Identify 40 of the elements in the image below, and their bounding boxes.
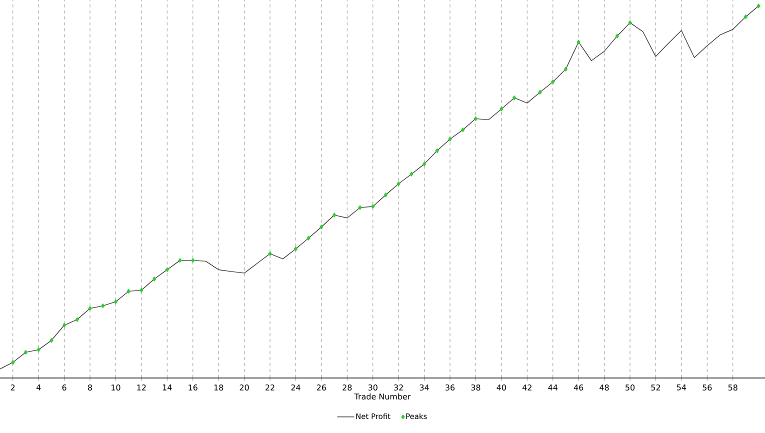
point [538, 90, 542, 95]
point [191, 258, 195, 263]
point [75, 317, 80, 322]
point [320, 224, 324, 230]
point [11, 360, 15, 365]
point [500, 106, 504, 112]
point [101, 303, 105, 308]
point [435, 148, 440, 154]
point [512, 95, 516, 100]
point [165, 267, 169, 272]
point [551, 79, 555, 84]
point [332, 212, 336, 218]
point [564, 66, 568, 72]
point [371, 204, 375, 209]
point [396, 181, 400, 186]
point [744, 14, 748, 20]
point [268, 251, 272, 256]
point [50, 338, 54, 343]
point [461, 127, 465, 132]
point [410, 172, 414, 176]
point [140, 288, 144, 293]
point [126, 288, 130, 294]
point [384, 192, 388, 198]
point [756, 4, 760, 8]
point [358, 205, 362, 210]
point [306, 236, 310, 240]
point [62, 322, 66, 328]
point [178, 258, 182, 263]
point [36, 347, 40, 352]
point [294, 246, 298, 252]
point [88, 306, 92, 311]
point [422, 162, 426, 166]
point [615, 34, 620, 38]
point [24, 350, 28, 355]
point [628, 20, 632, 26]
point [576, 40, 580, 44]
point [114, 299, 118, 304]
point [448, 136, 452, 142]
point [474, 116, 478, 122]
point [152, 276, 156, 282]
